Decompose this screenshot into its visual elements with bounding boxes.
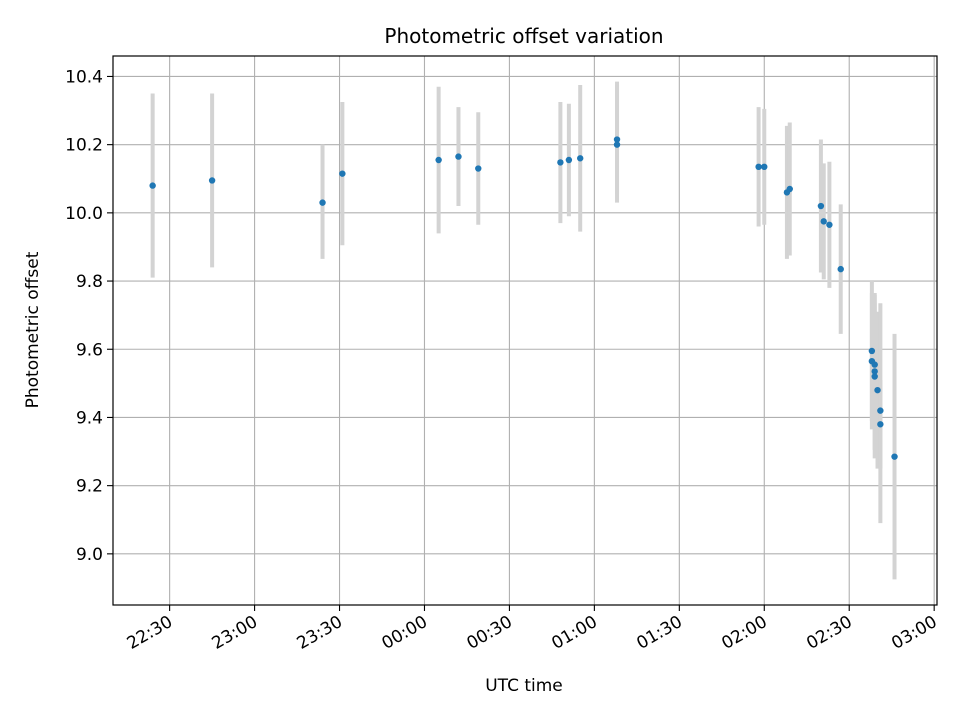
y-tick-label: 9.6 xyxy=(76,340,103,360)
data-point xyxy=(826,221,833,228)
plot-area-frame xyxy=(112,55,938,606)
data-point xyxy=(877,421,884,428)
data-point xyxy=(871,373,878,380)
y-tick-label: 10.2 xyxy=(65,136,103,156)
x-axis-label: UTC time xyxy=(485,676,563,696)
data-point xyxy=(565,156,573,164)
y-tick-label: 9.0 xyxy=(76,545,103,565)
data-point xyxy=(577,155,584,162)
data-point xyxy=(868,347,876,355)
data-points xyxy=(149,136,898,460)
y-tick-label: 10.4 xyxy=(65,67,103,87)
data-point xyxy=(877,407,884,414)
y-tick-label: 9.4 xyxy=(76,408,103,428)
data-point xyxy=(613,136,621,143)
data-point xyxy=(837,265,844,273)
data-point xyxy=(786,185,793,193)
data-point xyxy=(475,165,482,172)
data-point xyxy=(208,177,216,184)
data-point xyxy=(891,453,898,460)
data-point xyxy=(874,386,881,394)
data-point xyxy=(319,199,326,206)
y-tick-label: 9.2 xyxy=(76,477,103,497)
data-point xyxy=(761,163,768,171)
data-point xyxy=(557,159,564,166)
y-axis-label: Photometric offset xyxy=(23,251,43,408)
data-point xyxy=(820,218,827,225)
data-point xyxy=(455,153,462,160)
data-point xyxy=(755,163,762,171)
y-tick-label: 10.0 xyxy=(65,204,103,224)
data-point xyxy=(817,202,825,210)
data-point xyxy=(435,156,442,164)
data-point xyxy=(149,182,156,189)
data-point xyxy=(339,170,346,177)
chart-title: Photometric offset variation xyxy=(384,24,663,48)
data-point xyxy=(871,368,878,375)
grid-lines xyxy=(113,56,937,605)
data-point xyxy=(871,361,878,368)
y-tick-label: 9.8 xyxy=(76,272,103,292)
data-point xyxy=(613,141,621,148)
